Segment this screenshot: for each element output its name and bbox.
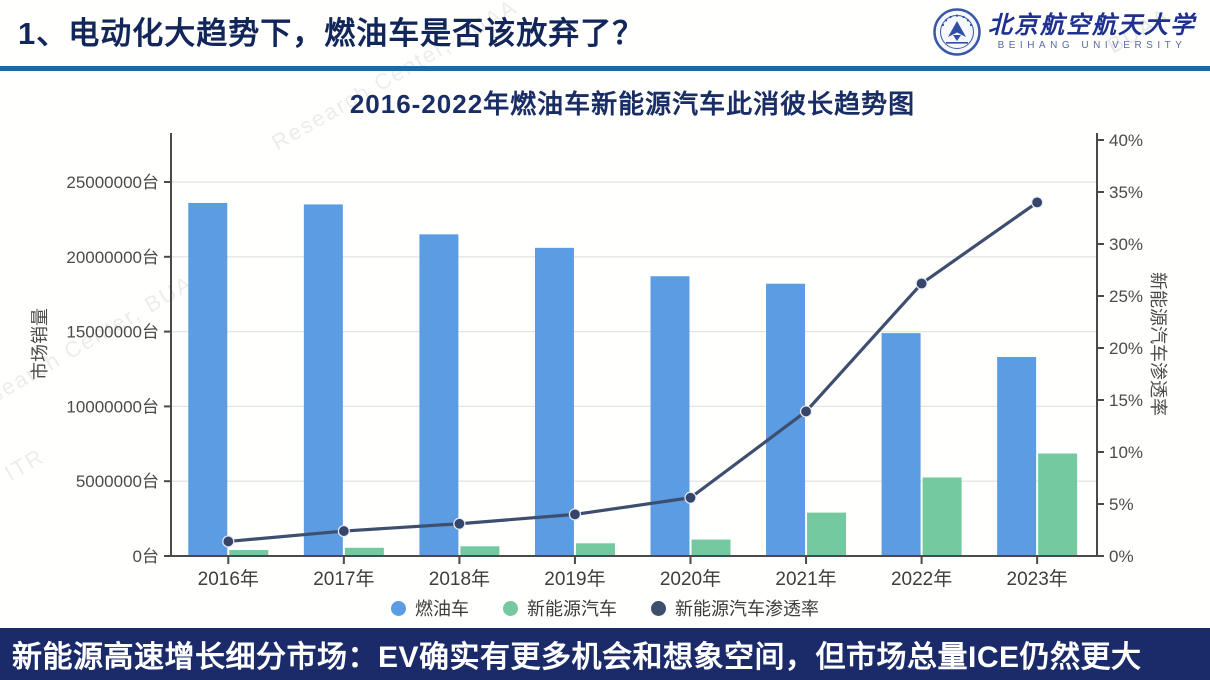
right-axis-title: 新能源汽车渗透率	[1148, 272, 1168, 416]
legend-item-nev: 新能源汽车	[503, 595, 617, 621]
nev-bar	[807, 512, 847, 556]
left-axis-tick-label: 25000000台	[66, 173, 159, 192]
chart-title: 2016-2022年燃油车新能源汽车此消彼长趋势图	[349, 89, 916, 119]
penetration-point	[453, 517, 466, 530]
bottom-banner: 新能源高速增长细分市场：EV确实有更多机会和想象空间，但市场总量ICE仍然更大	[0, 628, 1210, 680]
legend-label: 新能源汽车渗透率	[675, 599, 819, 619]
x-axis-tick-label: 2018年	[429, 568, 490, 590]
university-logo: 北京航空航天大学 BEIHANG UNIVERSITY	[933, 8, 1196, 56]
fuel-bar	[650, 276, 690, 556]
legend-label: 新能源汽车	[527, 599, 617, 619]
x-axis-tick-label: 2019年	[544, 568, 605, 590]
university-name-cn: 北京航空航天大学	[988, 10, 1196, 39]
right-axis-tick-label: 40%	[1109, 131, 1143, 150]
x-axis-tick-label: 2022年	[891, 568, 952, 590]
left-axis-tick-label: 20000000台	[66, 248, 159, 267]
right-axis-tick-label: 35%	[1109, 183, 1143, 202]
penetration-point	[684, 491, 697, 504]
nev-bar	[691, 539, 731, 556]
x-axis-tick-label: 2021年	[775, 568, 836, 590]
penetration-legend-dot-icon	[651, 600, 666, 616]
penetration-line	[228, 201, 1039, 544]
x-axis-tick-label: 2023年	[1007, 568, 1068, 590]
chart-legend: 燃油车 新能源汽车 新能源汽车渗透率	[0, 594, 1210, 622]
nev-bar	[1038, 453, 1078, 556]
legend-item-fuel: 燃油车	[391, 595, 469, 621]
university-name-en: BEIHANG UNIVERSITY	[997, 40, 1187, 51]
fuel-bar	[881, 333, 921, 556]
penetration-point	[337, 524, 350, 538]
university-emblem-icon	[933, 8, 981, 56]
legend-item-penetration: 新能源汽车渗透率	[651, 595, 819, 621]
right-axis-tick-label: 25%	[1109, 287, 1143, 306]
x-axis-tick-label: 2017年	[313, 568, 374, 590]
nev-bar	[922, 477, 962, 556]
nev-bar	[344, 547, 384, 556]
header: 1、电动化大趋势下，燃油车是否该放弃了？ 北京航空航天大学 BEIHANG UN…	[0, 0, 1210, 66]
left-axis-tick-label: 15000000台	[66, 323, 159, 342]
left-axis-tick-label: 10000000台	[66, 397, 159, 416]
right-axis-tick-label: 5%	[1109, 495, 1134, 514]
banner-text: 新能源高速增长细分市场：EV确实有更多机会和想象空间，但市场总量ICE仍然更大	[12, 641, 1142, 674]
right-axis-tick-label: 15%	[1109, 391, 1143, 410]
right-axis-tick-label: 10%	[1109, 443, 1143, 462]
penetration-point	[1031, 196, 1044, 209]
x-axis-tick-label: 2020年	[660, 568, 721, 590]
penetration-point	[568, 508, 582, 521]
penetration-point	[222, 535, 235, 548]
page-title: 1、电动化大趋势下，燃油车是否该放弃了？	[18, 15, 645, 51]
fuel-bar	[534, 247, 574, 556]
right-axis-tick-label: 20%	[1109, 339, 1143, 358]
penetration-point	[799, 405, 813, 418]
nev-legend-dot-icon	[503, 600, 518, 616]
trend-chart: 0台 5000000台 10000000台 15000000台 20000000台 250…	[30, 131, 1168, 590]
nev-bar	[575, 543, 615, 556]
fuel-bar	[303, 204, 343, 556]
right-axis-tick-label: 0%	[1109, 547, 1134, 566]
fuel-bar	[419, 234, 459, 557]
fuel-bar	[188, 202, 228, 556]
nev-bar	[460, 546, 500, 556]
header-divider	[0, 66, 1210, 71]
fuel-bar	[997, 357, 1037, 556]
left-axis-tick-label: 0台	[133, 547, 159, 566]
x-axis-tick-label: 2016年	[198, 568, 259, 590]
legend-label: 燃油车	[415, 599, 469, 619]
left-axis-tick-label: 5000000台	[76, 472, 159, 491]
penetration-point	[915, 277, 928, 290]
fuel-legend-dot-icon	[391, 600, 406, 616]
fuel-bar	[766, 283, 806, 556]
left-axis-title: 市场销量	[30, 308, 50, 380]
right-axis-tick-label: 30%	[1109, 235, 1143, 254]
nev-bar	[229, 550, 269, 556]
